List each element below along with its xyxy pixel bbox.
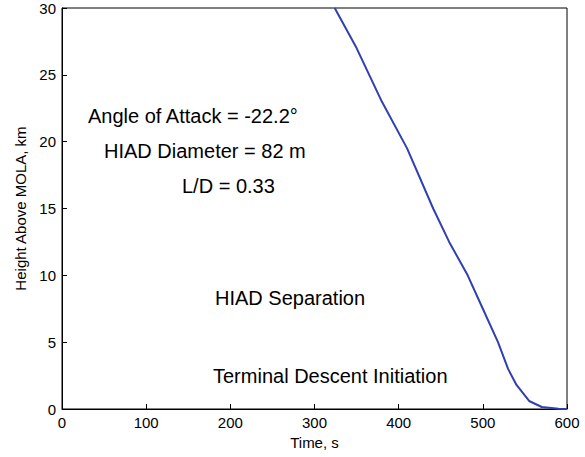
svg-text:0: 0 — [58, 414, 66, 431]
svg-text:15: 15 — [39, 200, 56, 217]
svg-text:400: 400 — [386, 414, 411, 431]
svg-text:0: 0 — [48, 401, 56, 418]
svg-text:300: 300 — [302, 414, 327, 431]
svg-text:Terminal Descent Initiation: Terminal Descent Initiation — [213, 365, 448, 387]
svg-text:L/D = 0.33: L/D = 0.33 — [182, 175, 275, 197]
svg-text:10: 10 — [39, 267, 56, 284]
svg-text:30: 30 — [39, 0, 56, 17]
svg-text:20: 20 — [39, 133, 56, 150]
svg-text:25: 25 — [39, 66, 56, 83]
svg-text:600: 600 — [554, 414, 579, 431]
svg-text:200: 200 — [218, 414, 243, 431]
svg-text:Angle of Attack = -22.2°: Angle of Attack = -22.2° — [88, 105, 298, 127]
svg-text:Height Above MOLA, km: Height Above MOLA, km — [12, 126, 29, 290]
svg-text:HIAD Separation: HIAD Separation — [215, 287, 365, 309]
svg-text:500: 500 — [470, 414, 495, 431]
svg-text:5: 5 — [48, 334, 56, 351]
svg-text:100: 100 — [134, 414, 159, 431]
svg-text:HIAD Diameter = 82 m: HIAD Diameter = 82 m — [104, 140, 306, 162]
svg-text:Time, s: Time, s — [290, 434, 339, 451]
